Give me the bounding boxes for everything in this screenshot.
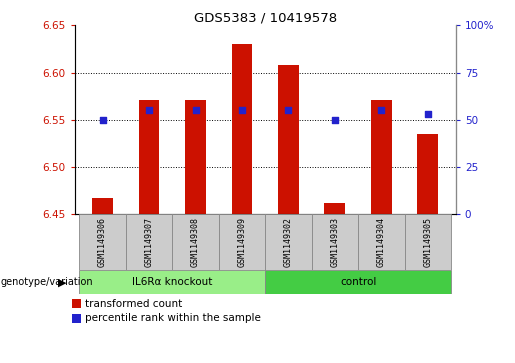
Title: GDS5383 / 10419578: GDS5383 / 10419578 [194, 11, 337, 24]
Text: IL6Rα knockout: IL6Rα knockout [132, 277, 213, 287]
Bar [358, 214, 405, 270]
Text: control: control [340, 277, 376, 287]
Point [284, 107, 293, 113]
Bar [139, 100, 160, 214]
Bar [371, 100, 392, 214]
Bar [185, 100, 206, 214]
Bar [72, 299, 81, 308]
Text: GSM1149305: GSM1149305 [423, 217, 433, 267]
Bar [219, 214, 265, 270]
Text: GSM1149309: GSM1149309 [237, 217, 247, 267]
Point [424, 111, 432, 117]
Bar [265, 214, 312, 270]
Bar [126, 214, 173, 270]
Point [377, 107, 386, 113]
Text: GSM1149304: GSM1149304 [377, 217, 386, 267]
Bar [405, 214, 451, 270]
Text: transformed count: transformed count [85, 299, 182, 309]
Text: ▶: ▶ [58, 277, 66, 287]
Text: GSM1149308: GSM1149308 [191, 217, 200, 267]
Text: percentile rank within the sample: percentile rank within the sample [85, 313, 261, 323]
Bar [79, 270, 265, 294]
Text: genotype/variation: genotype/variation [1, 277, 93, 287]
Text: GSM1149306: GSM1149306 [98, 217, 107, 267]
Bar [312, 214, 358, 270]
Text: GSM1149303: GSM1149303 [331, 217, 339, 267]
Bar [232, 44, 252, 214]
Text: GSM1149302: GSM1149302 [284, 217, 293, 267]
Bar [92, 198, 113, 214]
Point [98, 117, 107, 123]
Point [192, 107, 200, 113]
Point [145, 107, 153, 113]
Point [238, 107, 246, 113]
Bar [265, 270, 451, 294]
Bar [79, 214, 126, 270]
Bar [278, 65, 299, 214]
Bar [418, 134, 438, 214]
Point [331, 117, 339, 123]
Text: GSM1149307: GSM1149307 [145, 217, 153, 267]
Bar [324, 203, 346, 214]
Bar [72, 314, 81, 323]
Bar [173, 214, 219, 270]
